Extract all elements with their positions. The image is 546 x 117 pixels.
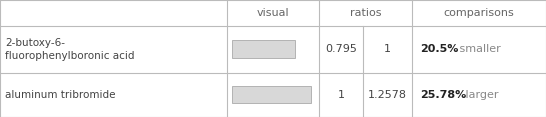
Text: ratios: ratios xyxy=(350,8,382,18)
Text: 0.795: 0.795 xyxy=(325,44,357,54)
Text: larger: larger xyxy=(462,90,499,100)
Text: comparisons: comparisons xyxy=(444,8,514,18)
Text: smaller: smaller xyxy=(456,44,501,54)
FancyBboxPatch shape xyxy=(232,40,295,58)
Text: aluminum tribromide: aluminum tribromide xyxy=(5,90,116,100)
Text: 1: 1 xyxy=(384,44,391,54)
Text: 25.78%: 25.78% xyxy=(420,90,467,100)
Text: 1: 1 xyxy=(338,90,345,100)
Text: 1.2578: 1.2578 xyxy=(368,90,407,100)
Text: visual: visual xyxy=(257,8,289,18)
Text: 2-butoxy-6-
fluorophenylboronic acid: 2-butoxy-6- fluorophenylboronic acid xyxy=(5,38,135,61)
FancyBboxPatch shape xyxy=(232,86,311,103)
Text: 20.5%: 20.5% xyxy=(420,44,459,54)
